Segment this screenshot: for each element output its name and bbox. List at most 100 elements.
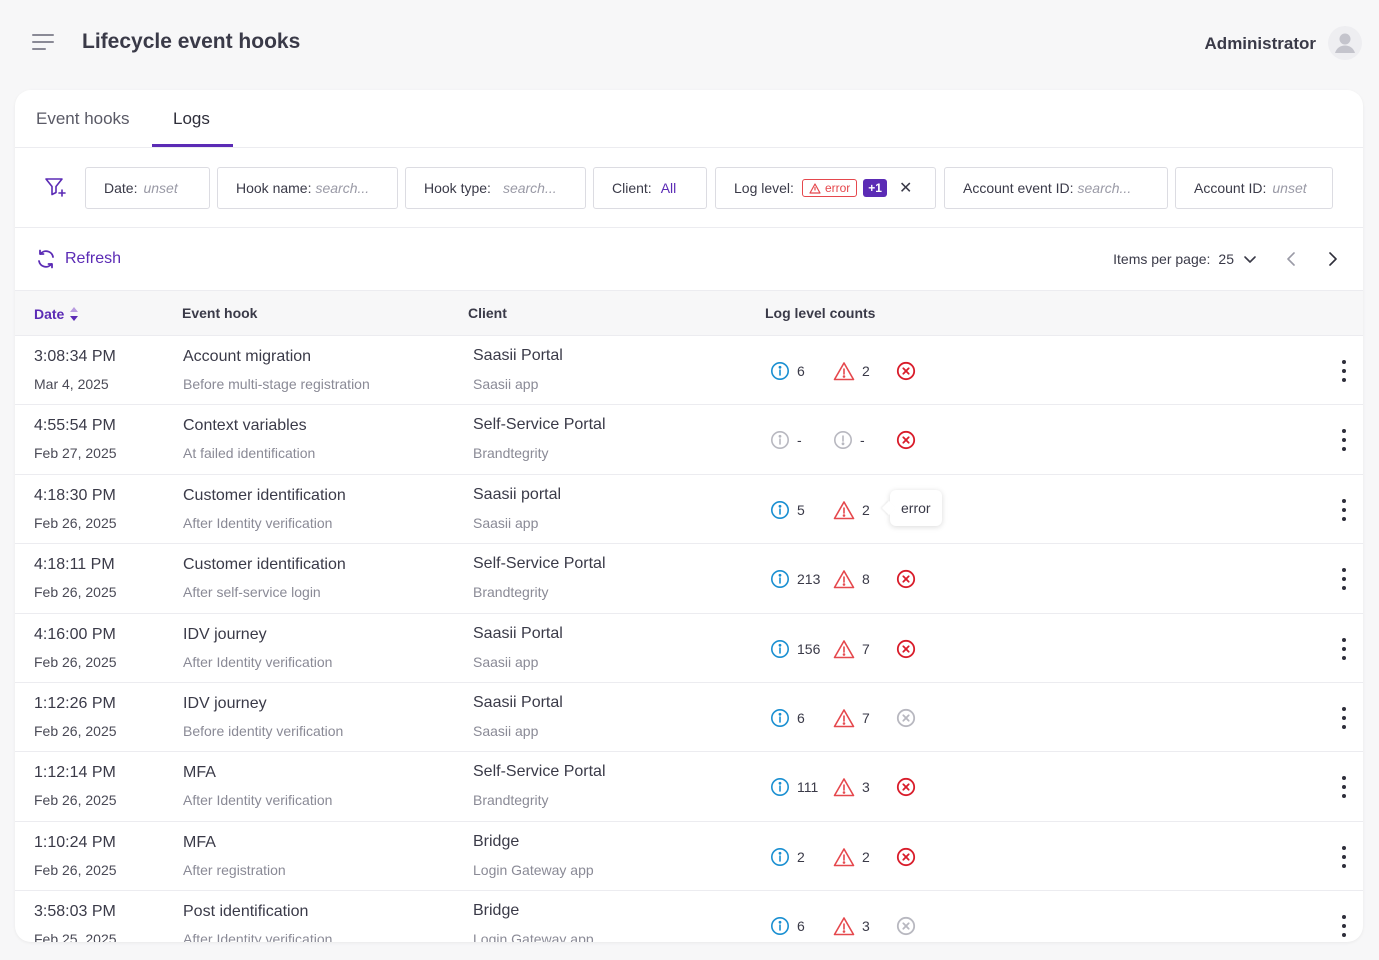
refresh-button[interactable]: Refresh <box>35 248 121 270</box>
page-title: Lifecycle event hooks <box>82 30 301 53</box>
info-count: 6 <box>770 708 805 728</box>
warning-icon <box>833 639 855 659</box>
kebab-icon[interactable] <box>1339 360 1349 382</box>
warning-icon <box>833 708 855 728</box>
error-icon[interactable] <box>896 708 916 728</box>
items-per-page-select[interactable]: Items per page: 25 <box>1113 251 1258 267</box>
row-event-hook-type: After Identity verification <box>183 514 333 531</box>
error-icon[interactable] <box>896 361 916 381</box>
filter-add-icon[interactable] <box>43 174 69 200</box>
error-icon[interactable] <box>896 639 916 659</box>
row-client: Self-Service Portal <box>473 416 606 434</box>
table-row[interactable]: 1:12:14 PM Feb 26, 2025 MFA After Identi… <box>15 752 1363 822</box>
info-count: 156 <box>770 639 820 659</box>
logs-card: Event hooks Logs Date: unset Hook name: … <box>15 90 1363 942</box>
close-icon[interactable]: ✕ <box>898 180 913 197</box>
log-level-more-badge[interactable]: +1 <box>863 179 887 197</box>
info-icon <box>770 847 790 867</box>
table-row[interactable]: 3:58:03 PM Feb 25, 2025 Post identificat… <box>15 891 1363 942</box>
info-count: 6 <box>770 916 805 936</box>
error-icon[interactable] <box>896 430 916 450</box>
hamburger-icon[interactable] <box>32 34 56 54</box>
row-client: Saasii Portal <box>473 693 563 711</box>
info-count: 111 <box>770 777 818 797</box>
row-client-app: Brandtegrity <box>473 792 549 809</box>
table-row[interactable]: 1:12:26 PM Feb 26, 2025 IDV journey Befo… <box>15 683 1363 753</box>
log-level-error-badge: error <box>801 179 858 197</box>
row-event-hook: Post identification <box>183 903 309 921</box>
row-date: Feb 26, 2025 <box>34 792 117 809</box>
kebab-icon[interactable] <box>1339 637 1349 660</box>
table-row[interactable]: 1:10:24 PM Feb 26, 2025 MFA After regist… <box>15 822 1363 892</box>
kebab-icon[interactable] <box>1339 706 1349 729</box>
row-event-hook-type: After registration <box>183 861 286 878</box>
warning-icon <box>833 361 855 381</box>
warning-count: - <box>833 430 865 450</box>
error-icon[interactable] <box>896 569 916 589</box>
info-icon <box>770 500 790 520</box>
filter-account-id[interactable]: Account ID: unset <box>1175 167 1333 209</box>
table-row[interactable]: 4:18:11 PM Feb 26, 2025 Customer identif… <box>15 544 1363 614</box>
error-icon[interactable] <box>896 847 916 867</box>
table-body: 3:08:34 PM Mar 4, 2025 Account migration… <box>15 336 1363 942</box>
row-client: Saasii portal <box>473 485 562 503</box>
filter-date[interactable]: Date: unset <box>85 167 210 209</box>
row-client: Bridge <box>473 902 520 920</box>
tab-bar: Event hooks Logs <box>15 90 1363 148</box>
row-event-hook-type: After Identity verification <box>183 653 333 670</box>
tab-logs[interactable]: Logs <box>173 109 210 128</box>
row-event-hook: Context variables <box>183 417 307 435</box>
error-icon[interactable] <box>896 777 916 797</box>
row-event-hook-type: Before identity verification <box>183 722 344 739</box>
table-row[interactable]: 4:18:30 PM Feb 26, 2025 Customer identif… <box>15 475 1363 545</box>
warning-count: 7 <box>833 708 870 728</box>
kebab-icon[interactable] <box>1339 915 1349 938</box>
filter-client[interactable]: Client: All <box>593 167 707 209</box>
warning-count: 7 <box>833 639 870 659</box>
table-row[interactable]: 4:55:54 PM Feb 27, 2025 Context variable… <box>15 405 1363 475</box>
user-icon[interactable] <box>1328 26 1362 60</box>
tab-event-hooks[interactable]: Event hooks <box>36 109 130 128</box>
error-icon[interactable] <box>896 916 916 936</box>
kebab-icon[interactable] <box>1339 568 1349 591</box>
row-date: Feb 26, 2025 <box>34 584 117 601</box>
chevron-left-icon[interactable] <box>1281 249 1301 269</box>
row-client: Self-Service Portal <box>473 555 606 573</box>
row-client: Saasii Portal <box>473 624 563 642</box>
filter-bar: Date: unset Hook name: search... Hook ty… <box>15 148 1363 228</box>
filter-hook-type[interactable]: Hook type: search... <box>405 167 586 209</box>
table-row[interactable]: 3:08:34 PM Mar 4, 2025 Account migration… <box>15 336 1363 406</box>
filter-hook-name[interactable]: Hook name: search... <box>217 167 398 209</box>
row-event-hook-type: After Identity verification <box>183 792 333 809</box>
row-time: 4:55:54 PM <box>34 417 116 435</box>
filter-account-event-id[interactable]: Account event ID: search... <box>944 167 1168 209</box>
column-header-date[interactable]: Date <box>34 305 80 323</box>
row-client: Saasii Portal <box>473 347 563 364</box>
warning-icon <box>833 916 855 936</box>
row-time: 3:58:03 PM <box>34 903 116 921</box>
row-time: 1:12:26 PM <box>34 694 116 712</box>
user-name[interactable]: Administrator <box>1204 34 1316 53</box>
kebab-icon[interactable] <box>1339 429 1349 452</box>
kebab-icon[interactable] <box>1339 776 1349 799</box>
row-event-hook-type: After self-service login <box>183 584 321 601</box>
row-event-hook: MFA <box>183 833 216 851</box>
row-time: 4:18:30 PM <box>34 486 116 504</box>
row-event-hook-type: At failed identification <box>183 445 316 462</box>
row-client: Bridge <box>473 832 520 850</box>
warning-icon <box>809 182 821 194</box>
row-event-hook: IDV journey <box>183 625 267 643</box>
top-bar: Lifecycle event hooks Administrator <box>0 0 1379 88</box>
table-row[interactable]: 4:16:00 PM Feb 26, 2025 IDV journey Afte… <box>15 614 1363 683</box>
kebab-icon[interactable] <box>1339 845 1349 868</box>
row-event-hook: Customer identification <box>183 486 346 504</box>
chevron-down-icon <box>1244 256 1256 263</box>
filter-log-level[interactable]: Log level: error +1 ✕ <box>715 167 936 209</box>
info-count: 5 <box>770 500 805 520</box>
warning-icon <box>833 847 855 867</box>
info-icon <box>770 430 790 450</box>
info-icon <box>770 569 790 589</box>
kebab-icon[interactable] <box>1339 498 1349 521</box>
chevron-right-icon[interactable] <box>1323 249 1343 269</box>
row-time: 4:18:11 PM <box>34 556 115 574</box>
